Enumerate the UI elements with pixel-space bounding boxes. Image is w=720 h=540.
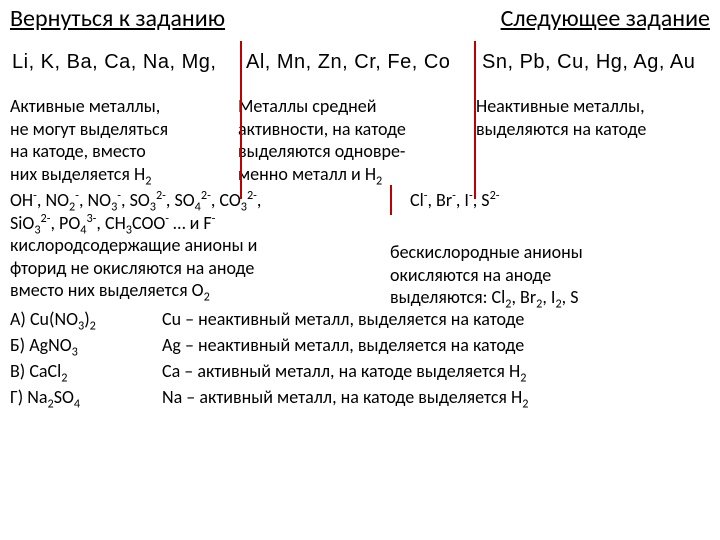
anion-divider <box>390 185 392 215</box>
medium-metals-desc: Металлы средней активности, на катоде вы… <box>238 95 468 185</box>
inactive-metals-desc: Неактивные металлы, выделяются на катоде <box>476 95 706 185</box>
medium-l2: активности, на катоде <box>238 118 468 141</box>
nonoxy-desc3: выделяются: Cl2, Br2, I2, S <box>390 286 700 309</box>
nonoxy-line: Cl-, Br-, I-, S2- <box>410 189 700 212</box>
answer-a-expl: Cu – неактивный металл, выделяется на ка… <box>162 306 710 332</box>
oxy-line1: OH-, NO2-, NO3-, SO32-, SO42-, CO32-, <box>10 189 390 212</box>
answer-c-label: В) CaCl2 <box>10 358 150 384</box>
oxy-line2: SiO32-, PO43-, CH3COO- … и F- <box>10 212 390 235</box>
series-group-active: Li, K, Ba, Ca, Na, Mg, <box>12 51 216 74</box>
answer-a-label: А) Cu(NO3)2 <box>10 306 150 332</box>
inactive-l2: выделяются на катоде <box>476 118 706 141</box>
answer-b-expl: Ag – неактивный металл, выделяется на ка… <box>162 332 710 358</box>
nonoxy-desc1: бескислородные анионы <box>390 241 700 264</box>
anion-section: OH-, NO2-, NO3-, SO32-, SO42-, CO32-, Si… <box>10 189 710 302</box>
series-group-medium: Al, Mn, Zn, Cr, Fe, Co <box>246 51 450 74</box>
answer-d-label: Г) Na2SO4 <box>10 384 150 410</box>
next-link[interactable]: Следующее задание <box>501 4 710 33</box>
oxy-desc2: фторид не окисляются на аноде <box>10 257 390 280</box>
oxy-anions: OH-, NO2-, NO3-, SO32-, SO42-, CO32-, Si… <box>10 189 390 302</box>
answer-b-label: Б) AgNO3 <box>10 332 150 358</box>
divider-1 <box>240 41 242 199</box>
answer-rows: А) Cu(NO3)2 Б) AgNO3 В) CaCl2 Г) Na2SO4 … <box>10 306 710 410</box>
metal-group-descriptions: Активные металлы, не могут выделяться на… <box>10 95 710 185</box>
active-l4: них выделяется H2 <box>10 163 230 186</box>
medium-title: Металлы средней <box>238 95 468 118</box>
inactive-title: Неактивные металлы, <box>476 95 706 118</box>
series-group-inactive: Sn, Pb, Cu, Hg, Ag, Au <box>482 51 695 74</box>
nonoxy-desc2: окисляются на аноде <box>390 264 700 287</box>
oxy-desc1: кислородсодержащие анионы и <box>10 234 390 257</box>
active-l2: не могут выделяться <box>10 118 230 141</box>
medium-l4: менно металл и H2 <box>238 163 468 186</box>
activity-series: Li, K, Ba, Ca, Na, Mg, Al, Mn, Zn, Cr, F… <box>10 51 710 85</box>
active-l3: на катоде, вместо <box>10 140 230 163</box>
answer-labels: А) Cu(NO3)2 Б) AgNO3 В) CaCl2 Г) Na2SO4 <box>10 306 150 410</box>
answer-d-expl: Na – активный металл, на катоде выделяет… <box>162 384 710 410</box>
medium-l3: выделяются одновре- <box>238 140 468 163</box>
answer-c-expl: Ca – активный металл, на катоде выделяет… <box>162 358 710 384</box>
nonoxy-anions-desc: бескислородные анионы окисляются на анод… <box>390 241 700 309</box>
active-title: Активные металлы, <box>10 95 230 118</box>
back-link[interactable]: Вернуться к заданию <box>10 4 225 33</box>
answer-explanations: Cu – неактивный металл, выделяется на ка… <box>162 306 710 410</box>
divider-2 <box>474 41 476 199</box>
oxy-desc3: вместо них выделяется O2 <box>10 279 390 302</box>
nonoxy-anions-list: Cl-, Br-, I-, S2- <box>410 189 700 212</box>
active-metals-desc: Активные металлы, не могут выделяться на… <box>10 95 230 185</box>
